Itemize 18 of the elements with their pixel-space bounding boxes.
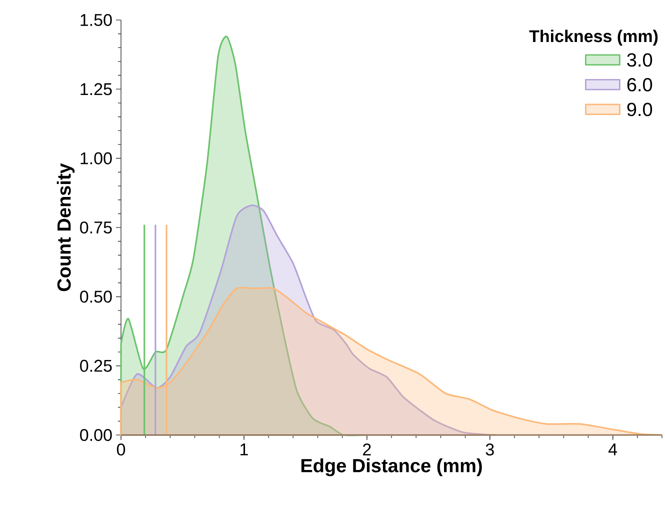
y-tick-label: 0.75 bbox=[80, 221, 112, 234]
y-tick-label: 1.50 bbox=[80, 14, 112, 26]
y-tick-label: 0.25 bbox=[80, 360, 112, 372]
y-tick-label: 1.25 bbox=[80, 83, 112, 96]
legend-title: Thickness (mm) bbox=[529, 30, 658, 46]
x-tick-label: 0 bbox=[116, 444, 126, 456]
x-tick-label: 3 bbox=[486, 444, 494, 456]
x-tick-label: 2 bbox=[363, 444, 371, 456]
legend-label: 9.0 bbox=[627, 102, 652, 116]
x-axis-title: Edge Distance (mm) bbox=[301, 458, 482, 476]
legend-label: 3.0 bbox=[627, 53, 652, 67]
y-tick-label: 1.00 bbox=[80, 152, 112, 164]
y-axis-title: Count Density bbox=[56, 163, 75, 292]
y-tick-label: 0.50 bbox=[80, 290, 112, 303]
legend-label: 6.0 bbox=[627, 78, 652, 92]
x-tick-label: 1 bbox=[240, 444, 248, 456]
x-tick-label: 4 bbox=[608, 444, 618, 456]
y-tick-label: 0.00 bbox=[80, 428, 112, 442]
